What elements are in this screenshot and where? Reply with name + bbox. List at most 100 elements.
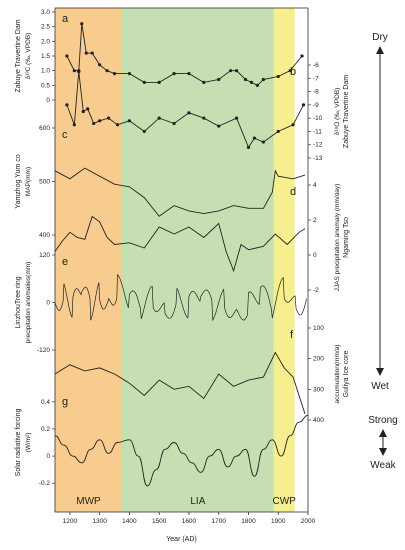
y-axis-unit-g: (W/m²) <box>25 433 32 453</box>
y-tick-label-d: -2 <box>313 287 319 294</box>
y-tick-label-e: 120 <box>39 252 50 259</box>
data-point-b <box>246 145 251 149</box>
y-axis-unit-b: δ¹⁸O (‰, VPDB) <box>334 88 341 136</box>
data-point-a <box>234 69 239 73</box>
y-tick-label-b: -13 <box>313 155 323 162</box>
y-axis-unit-a: δ¹³C (‰, VPDB) <box>25 33 32 80</box>
y-tick-label-b: -8 <box>313 89 319 96</box>
data-point-b <box>202 116 206 120</box>
data-point-a <box>249 80 254 84</box>
panel-letter-d: d <box>290 186 296 198</box>
period-label-cwp: CWP <box>273 496 297 507</box>
wet-label: Wet <box>371 381 389 392</box>
y-tick-label-g: 0.2 <box>41 426 50 433</box>
data-point-a <box>261 77 265 82</box>
period-band-lia <box>121 8 274 512</box>
y-axis-title-a: Zabuye Travertine Dam <box>15 19 22 92</box>
y-axis-title-b: Zabuye Travertine Dam <box>343 75 350 148</box>
x-tick-label: 1800 <box>241 518 256 525</box>
y-tick-label-f: 300 <box>313 386 324 393</box>
data-point-a <box>157 80 161 84</box>
data-point-b <box>261 140 265 144</box>
y-tick-label-d: 0 <box>313 252 317 259</box>
y-axis-unit-c: MAP(mm) <box>25 167 32 196</box>
panel-letter-a: a <box>62 13 69 25</box>
panel-letter-e: e <box>62 256 68 268</box>
data-point-a <box>127 72 132 76</box>
panel-letter-g: g <box>62 396 68 408</box>
data-point-b <box>172 121 176 126</box>
y-tick-label-f: 400 <box>313 417 324 424</box>
data-point-b <box>291 123 295 127</box>
series-line-e <box>54 273 307 322</box>
series-line-g <box>54 414 309 487</box>
series-line-f <box>54 351 306 415</box>
y-tick-label-a: 1.0 <box>41 68 50 75</box>
y-axis-unit-f: accumulation(mm/a) <box>334 345 341 404</box>
data-point-b <box>142 129 146 134</box>
y-tick-label-a: 0.5 <box>41 82 50 89</box>
x-tick-label: 2000 <box>301 518 316 525</box>
dry-arrow-icon <box>376 46 384 54</box>
data-point-b <box>115 123 120 127</box>
y-tick-label-b: -10 <box>313 115 323 122</box>
y-tick-label-b: -6 <box>313 62 319 69</box>
data-point-a <box>300 54 304 58</box>
y-tick-label-g: -0.2 <box>39 480 51 487</box>
right-indicator: Dry Wet Strong Weak <box>368 32 397 471</box>
period-band-mwp <box>55 8 122 512</box>
data-point-a <box>187 72 191 76</box>
series-line-c <box>54 167 306 217</box>
y-axis-title-c: Yamzhog Yum co <box>15 154 22 208</box>
data-point-b <box>98 119 102 123</box>
strong-label: Strong <box>368 415 397 426</box>
data-point-b <box>187 111 191 115</box>
data-point-a <box>255 83 259 87</box>
data-point-b <box>301 103 306 107</box>
plot-frame <box>54 7 309 513</box>
y-tick-label-c: 600 <box>39 125 50 132</box>
x-tick-label: 1700 <box>211 518 226 525</box>
x-tick-label: 1200 <box>63 518 78 525</box>
data-point-b <box>81 109 85 114</box>
strong-arrow-icon <box>379 429 387 437</box>
data-point-a <box>112 72 117 76</box>
y-tick-label-a: 2.5 <box>41 24 50 31</box>
x-tick-label: 1300 <box>92 518 107 525</box>
data-point-a <box>202 80 206 84</box>
panel-letter-c: c <box>62 129 68 141</box>
wet-arrow-icon <box>376 368 384 376</box>
data-point-a <box>98 63 102 67</box>
y-tick-label-a: 0 <box>46 97 50 104</box>
axes: 1200 1300 1400 1500 1600 1700 1800 1900 20003.02… <box>37 7 324 525</box>
data-point-a <box>105 69 109 73</box>
data-point-b <box>157 116 161 120</box>
y-axis-unit-d: JJAS precipitation anomaly (mm/day) <box>334 184 341 292</box>
y-axis-unit-e: precipitation anomalies(mm) <box>25 262 32 344</box>
data-point-a <box>72 69 76 73</box>
y-tick-label-g: 0.4 <box>41 399 50 406</box>
y-tick-label-c: 500 <box>39 179 50 186</box>
y-tick-label-f: 200 <box>313 356 324 363</box>
y-tick-label-c: 400 <box>39 232 50 239</box>
y-tick-label-f: 100 <box>313 325 324 332</box>
data-point-a <box>142 80 146 84</box>
data-point-a <box>288 69 292 73</box>
data-point-a <box>84 51 88 55</box>
y-tick-label-b: -11 <box>313 128 322 135</box>
period-label-mwp: MWP <box>76 496 101 507</box>
data-point-b <box>217 124 221 128</box>
x-tick-label: 1400 <box>122 518 137 525</box>
y-tick-label-b: -12 <box>313 142 323 149</box>
data-point-b <box>252 136 257 140</box>
weak-arrow-icon <box>379 448 387 456</box>
x-tick-label: 1600 <box>182 518 197 525</box>
data-point-b <box>127 119 132 123</box>
period-band-cwp <box>273 8 295 512</box>
data-point-a <box>229 69 233 73</box>
dry-label: Dry <box>372 32 388 43</box>
y-axis-title-f: Guliya Ice core <box>343 351 350 398</box>
data-point-b <box>92 121 96 126</box>
y-axis-title-e: LinzhouTree ring <box>15 276 22 328</box>
